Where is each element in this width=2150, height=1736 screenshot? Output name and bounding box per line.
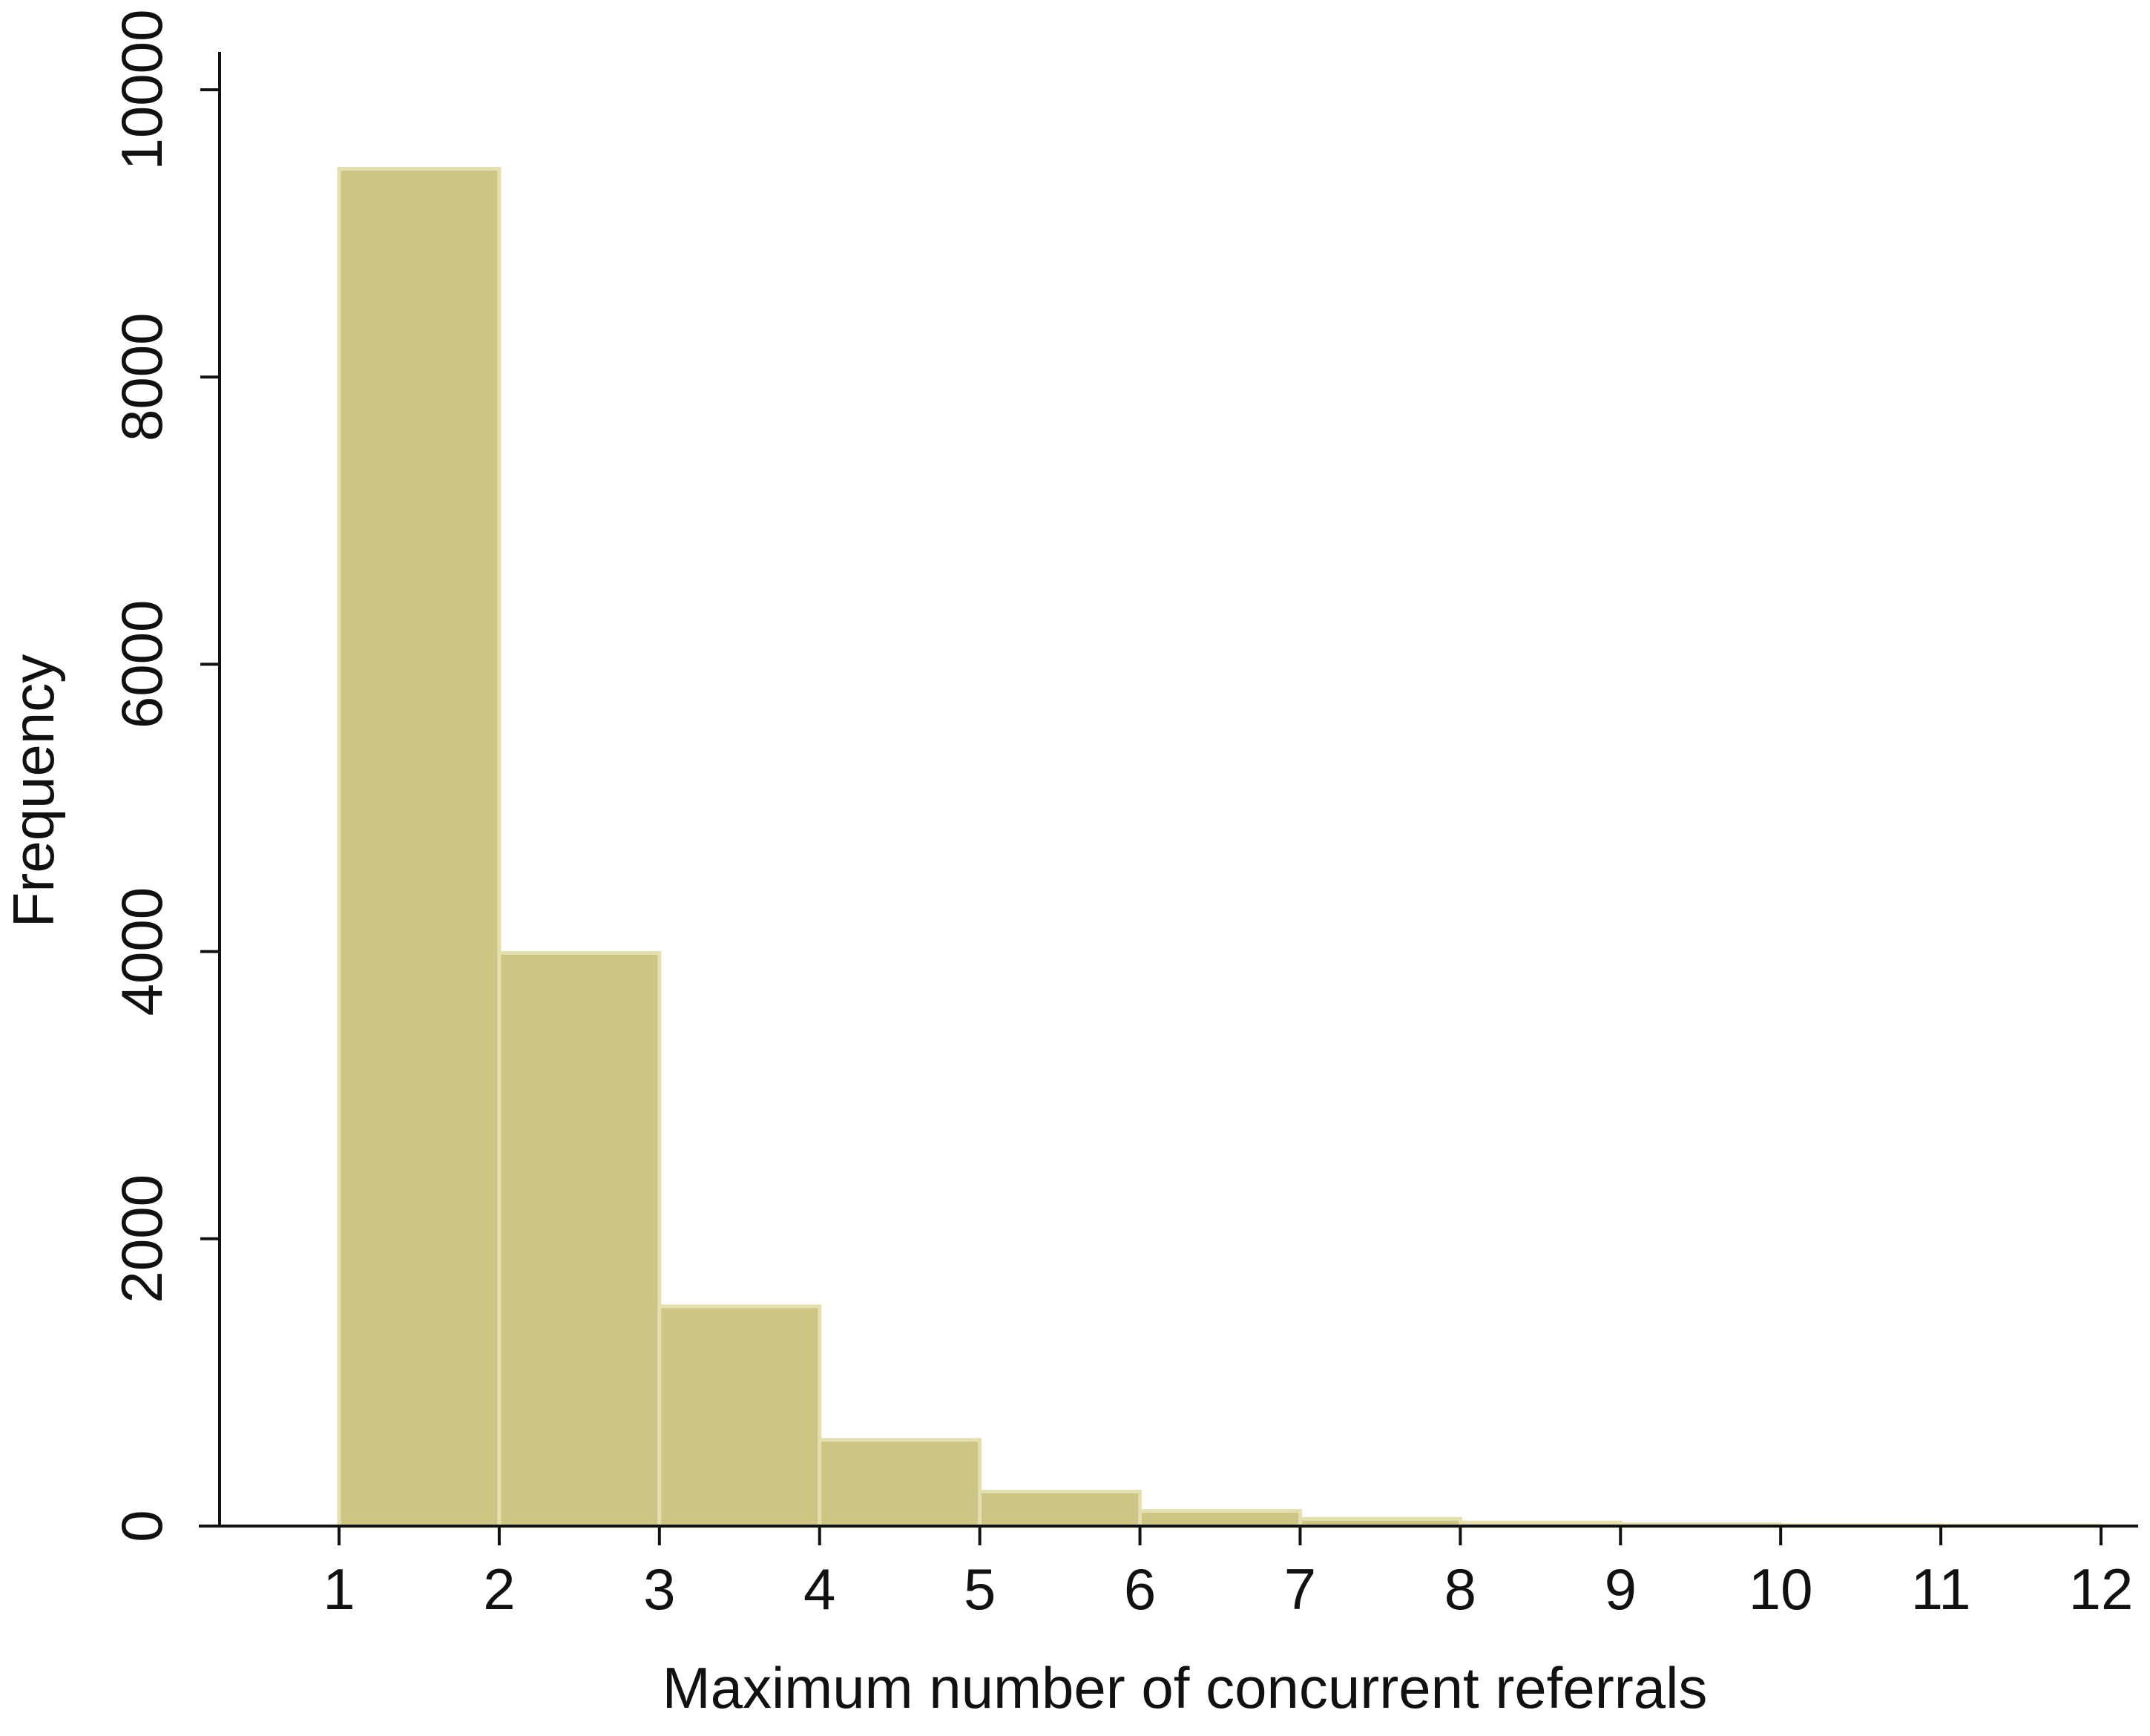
histogram-bar-5 [978, 1490, 1143, 1528]
bars-group [337, 166, 2103, 1528]
x-tick-label: 11 [1911, 1556, 1971, 1622]
y-tick-label: 2000 [109, 1174, 174, 1303]
x-tick-label: 7 [1284, 1556, 1316, 1622]
y-tick-label: 8000 [109, 312, 174, 441]
x-tick-label: 10 [1749, 1556, 1813, 1622]
x-tick-label: 12 [2069, 1556, 2134, 1622]
y-tick-label: 10000 [109, 10, 174, 171]
y-ticks-group: 0 2000 4000 6000 8000 10000 [109, 10, 220, 1542]
x-tick-label: 8 [1444, 1556, 1476, 1622]
histogram-bar-2 [497, 951, 662, 1528]
histogram-bar-6 [1138, 1509, 1302, 1528]
x-tick-label: 1 [323, 1556, 355, 1622]
histogram-bar-3 [657, 1304, 822, 1528]
x-tick-label: 6 [1124, 1556, 1156, 1622]
x-tick-label: 9 [1605, 1556, 1637, 1622]
y-tick-label: 6000 [109, 600, 174, 729]
y-axis-title: Frequency [1, 654, 66, 928]
x-axis-title: Maximum number of concurrent referrals [663, 1655, 1708, 1720]
x-ticks-group: 1 2 3 4 5 6 7 8 9 10 11 12 [323, 1526, 2133, 1622]
x-tick-label: 2 [483, 1556, 515, 1622]
histogram-bar-1 [337, 166, 502, 1528]
x-tick-label: 5 [964, 1556, 996, 1622]
y-tick-label: 4000 [109, 887, 174, 1016]
y-tick-label: 0 [109, 1510, 174, 1542]
x-tick-label: 3 [643, 1556, 675, 1622]
x-tick-label: 4 [803, 1556, 835, 1622]
histogram-bar-4 [818, 1438, 982, 1528]
